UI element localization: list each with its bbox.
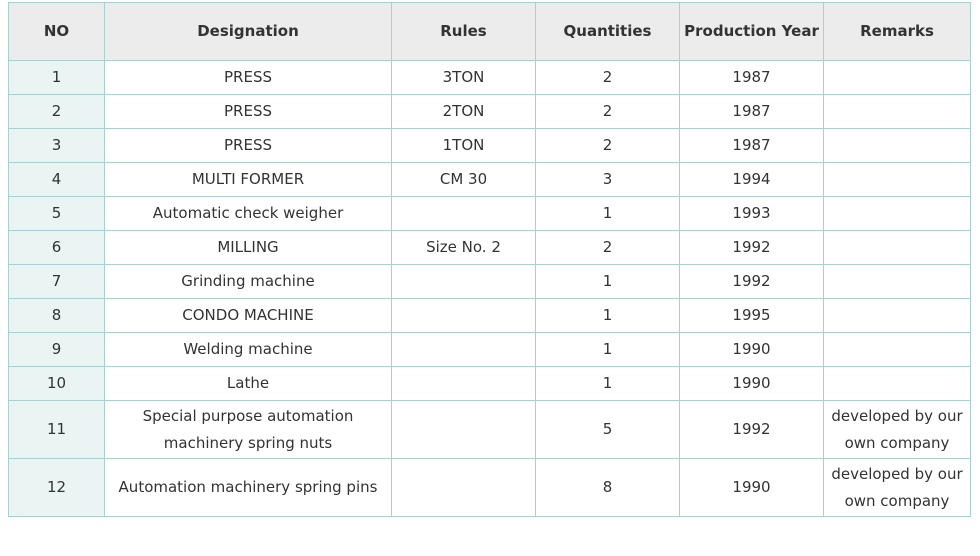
cell-quantities: 1 xyxy=(535,332,680,367)
table-row: 4 MULTI FORMER CM 30 3 1994 xyxy=(8,162,971,197)
cell-no: 4 xyxy=(8,162,105,197)
cell-rules xyxy=(391,298,536,333)
cell-designation: MULTI FORMER xyxy=(104,162,392,197)
cell-rules: Size No. 2 xyxy=(391,230,536,265)
cell-designation: MILLING xyxy=(104,230,392,265)
table-row: 11 Special purpose automation machinery s… xyxy=(8,400,971,459)
equipment-table-container: NO Designation Rules Quantities Producti… xyxy=(8,2,971,517)
cell-production-year: 1992 xyxy=(679,230,824,265)
table-row: 7 Grinding machine 1 1992 xyxy=(8,264,971,299)
cell-remarks xyxy=(823,298,971,333)
cell-production-year: 1992 xyxy=(679,264,824,299)
cell-quantities: 1 xyxy=(535,196,680,231)
cell-remarks: developed by our own company xyxy=(823,458,971,517)
cell-no: 5 xyxy=(8,196,105,231)
cell-designation: Welding machine xyxy=(104,332,392,367)
cell-remarks xyxy=(823,230,971,265)
cell-quantities: 8 xyxy=(535,458,680,517)
cell-no: 11 xyxy=(8,400,105,459)
table-row: 10 Lathe 1 1990 xyxy=(8,366,971,401)
cell-quantities: 1 xyxy=(535,298,680,333)
cell-remarks xyxy=(823,366,971,401)
cell-remarks xyxy=(823,94,971,129)
cell-rules: 1TON xyxy=(391,128,536,163)
cell-quantities: 2 xyxy=(535,60,680,95)
cell-designation: PRESS xyxy=(104,60,392,95)
cell-remarks: developed by our own company xyxy=(823,400,971,459)
cell-production-year: 1990 xyxy=(679,332,824,367)
cell-production-year: 1995 xyxy=(679,298,824,333)
table-row: 5 Automatic check weigher 1 1993 xyxy=(8,196,971,231)
cell-rules xyxy=(391,366,536,401)
cell-no: 10 xyxy=(8,366,105,401)
header-production-year: Production Year xyxy=(679,2,824,61)
cell-production-year: 1987 xyxy=(679,94,824,129)
table-header-row: NO Designation Rules Quantities Producti… xyxy=(8,2,971,61)
cell-quantities: 1 xyxy=(535,264,680,299)
cell-remarks xyxy=(823,162,971,197)
table-row: 6 MILLING Size No. 2 2 1992 xyxy=(8,230,971,265)
cell-quantities: 2 xyxy=(535,128,680,163)
cell-no: 3 xyxy=(8,128,105,163)
cell-no: 2 xyxy=(8,94,105,129)
cell-remarks xyxy=(823,196,971,231)
cell-remarks xyxy=(823,128,971,163)
cell-no: 7 xyxy=(8,264,105,299)
cell-no: 6 xyxy=(8,230,105,265)
cell-production-year: 1993 xyxy=(679,196,824,231)
cell-production-year: 1987 xyxy=(679,128,824,163)
header-quantities: Quantities xyxy=(535,2,680,61)
cell-quantities: 3 xyxy=(535,162,680,197)
equipment-table: NO Designation Rules Quantities Producti… xyxy=(8,2,971,517)
cell-designation: CONDO MACHINE xyxy=(104,298,392,333)
cell-rules xyxy=(391,264,536,299)
cell-quantities: 1 xyxy=(535,366,680,401)
cell-quantities: 5 xyxy=(535,400,680,459)
cell-designation: Automatic check weigher xyxy=(104,196,392,231)
cell-rules xyxy=(391,332,536,367)
header-designation: Designation xyxy=(104,2,392,61)
cell-designation: PRESS xyxy=(104,94,392,129)
cell-production-year: 1990 xyxy=(679,366,824,401)
table-row: 8 CONDO MACHINE 1 1995 xyxy=(8,298,971,333)
cell-quantities: 2 xyxy=(535,230,680,265)
table-row: 1 PRESS 3TON 2 1987 xyxy=(8,60,971,95)
cell-no: 9 xyxy=(8,332,105,367)
cell-no: 1 xyxy=(8,60,105,95)
header-rules: Rules xyxy=(391,2,536,61)
cell-designation: Grinding machine xyxy=(104,264,392,299)
table-row: 12 Automation machinery spring pins 8 1990 d… xyxy=(8,458,971,517)
table-row: 2 PRESS 2TON 2 1987 xyxy=(8,94,971,129)
header-remarks: Remarks xyxy=(823,2,971,61)
cell-quantities: 2 xyxy=(535,94,680,129)
cell-production-year: 1992 xyxy=(679,400,824,459)
cell-designation: Automation machinery spring pins xyxy=(104,458,392,517)
cell-remarks xyxy=(823,60,971,95)
cell-no: 12 xyxy=(8,458,105,517)
table-body: 1 PRESS 3TON 2 1987 2 PRESS 2TON 2 1987 3 PRESS 1TON… xyxy=(8,60,971,517)
cell-production-year: 1987 xyxy=(679,60,824,95)
cell-designation: Lathe xyxy=(104,366,392,401)
cell-rules: 3TON xyxy=(391,60,536,95)
cell-rules xyxy=(391,458,536,517)
cell-rules: CM 30 xyxy=(391,162,536,197)
table-row: 3 PRESS 1TON 2 1987 xyxy=(8,128,971,163)
cell-no: 8 xyxy=(8,298,105,333)
cell-designation: PRESS xyxy=(104,128,392,163)
cell-production-year: 1994 xyxy=(679,162,824,197)
header-no: NO xyxy=(8,2,105,61)
cell-designation: Special purpose automation machinery spr… xyxy=(104,400,392,459)
cell-rules: 2TON xyxy=(391,94,536,129)
cell-rules xyxy=(391,196,536,231)
cell-production-year: 1990 xyxy=(679,458,824,517)
cell-remarks xyxy=(823,332,971,367)
table-row: 9 Welding machine 1 1990 xyxy=(8,332,971,367)
cell-remarks xyxy=(823,264,971,299)
cell-rules xyxy=(391,400,536,459)
